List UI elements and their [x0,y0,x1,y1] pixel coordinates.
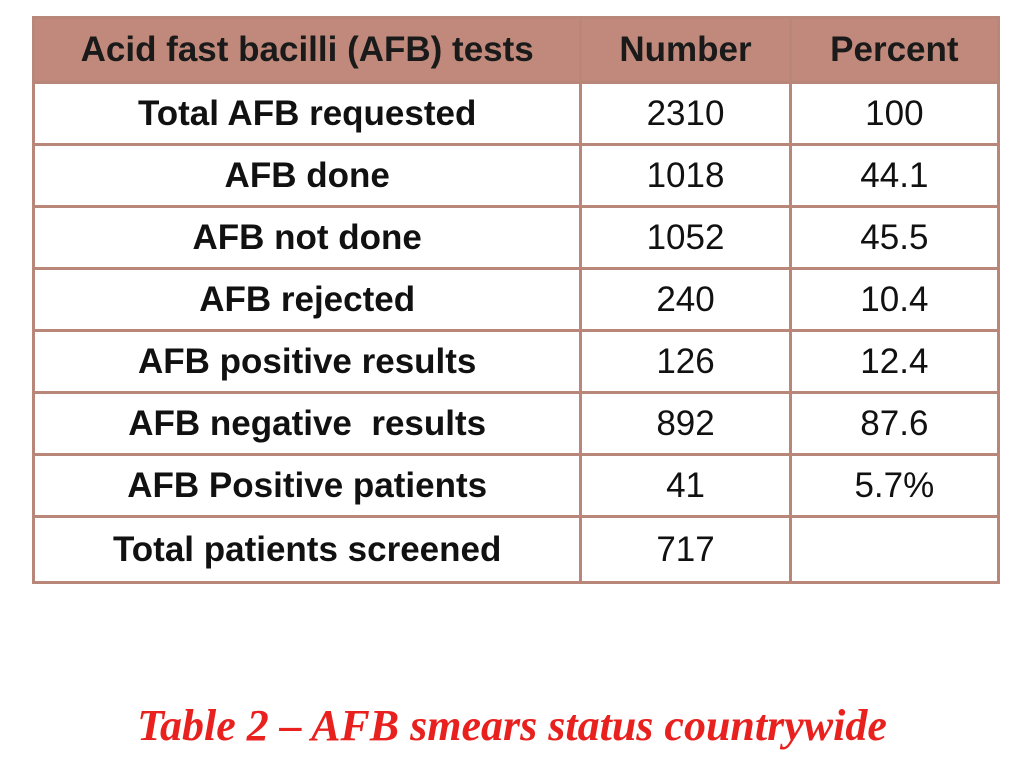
table-caption: Table 2 – AFB smears status countrywide [137,701,887,750]
table-row: AFB positive results 126 12.4 [31,329,1001,394]
percent-cell: 100 [788,81,1001,146]
test-name-cell: AFB rejected [31,267,583,332]
number-cell: 41 [579,453,792,518]
test-name-cell: Total AFB requested [31,81,583,146]
table-row: AFB done 1018 44.1 [31,143,1001,208]
header-number: Number [579,16,792,84]
table-header-row: Acid fast bacilli (AFB) tests Number Per… [31,16,1001,84]
percent-cell: 10.4 [788,267,1001,332]
test-name-cell: AFB positive results [31,329,583,394]
number-cell: 2310 [579,81,792,146]
table-row: AFB Positive patients 41 5.7% [31,453,1001,518]
number-cell: 717 [579,515,792,584]
table-row: AFB not done 1052 45.5 [31,205,1001,270]
percent-cell: 12.4 [788,329,1001,394]
test-name-cell: AFB Positive patients [31,453,583,518]
table-row: Total patients screened 717 [31,515,1001,584]
table-row: AFB negative results 892 87.6 [31,391,1001,456]
percent-cell: 44.1 [788,143,1001,208]
table-row: Total AFB requested 2310 100 [31,81,1001,146]
percent-cell: 45.5 [788,205,1001,270]
number-cell: 1052 [579,205,792,270]
header-tests: Acid fast bacilli (AFB) tests [31,16,583,84]
number-cell: 1018 [579,143,792,208]
test-name-cell: AFB negative results [31,391,583,456]
test-name-cell: AFB not done [31,205,583,270]
number-cell: 126 [579,329,792,394]
percent-cell: 87.6 [788,391,1001,456]
table-row: AFB rejected 240 10.4 [31,267,1001,332]
afb-tests-table: Acid fast bacilli (AFB) tests Number Per… [31,16,1001,584]
percent-cell: 5.7% [788,453,1001,518]
percent-cell [788,515,1001,584]
number-cell: 240 [579,267,792,332]
test-name-cell: Total patients screened [31,515,583,584]
header-percent: Percent [788,16,1001,84]
test-name-cell: AFB done [31,143,583,208]
number-cell: 892 [579,391,792,456]
